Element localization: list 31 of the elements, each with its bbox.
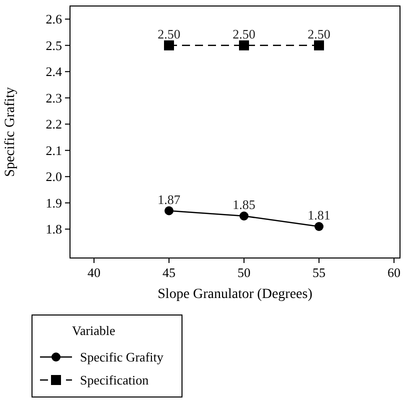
y-tick-label: 2.4: [46, 64, 62, 80]
data-label: 1.85: [232, 197, 256, 212]
x-tick-label: 50: [238, 265, 250, 280]
point: [164, 206, 174, 216]
point: [314, 40, 324, 50]
y-tick-label: 2.6: [46, 12, 62, 27]
y-tick-label: 1.9: [46, 195, 62, 210]
legend-label: Specification: [80, 372, 150, 388]
data-label: 2.50: [308, 26, 330, 42]
x-tick-label: 45: [162, 265, 176, 280]
x-tick-label: 60: [388, 265, 400, 280]
legend-title: Variable: [72, 323, 116, 338]
data-label: 1.81: [308, 208, 330, 222]
point: [239, 40, 249, 50]
y-tick-label: 2.5: [46, 38, 62, 53]
y-tick-label: 1.8: [46, 222, 62, 237]
legend-label: Specific Grafity: [80, 350, 164, 364]
point: [314, 222, 324, 231]
x-tick-label: 55: [312, 265, 326, 280]
x-tick-label: 40: [88, 265, 100, 280]
data-label: 2.50: [232, 26, 256, 42]
point: [240, 212, 248, 220]
y-axis-title: Specific Grafity: [3, 87, 18, 177]
y-tick-label: 2.0: [46, 169, 62, 184]
data-label: 1.87: [158, 192, 181, 207]
x-axis-title: Slope Granulator (Degrees): [158, 287, 313, 302]
point: [164, 40, 174, 50]
data-label: 2.50: [158, 26, 180, 42]
y-tick-label: 2.2: [46, 116, 62, 132]
y-tick-label: 2.3: [46, 90, 62, 106]
y-tick-label: 2.1: [46, 142, 62, 158]
